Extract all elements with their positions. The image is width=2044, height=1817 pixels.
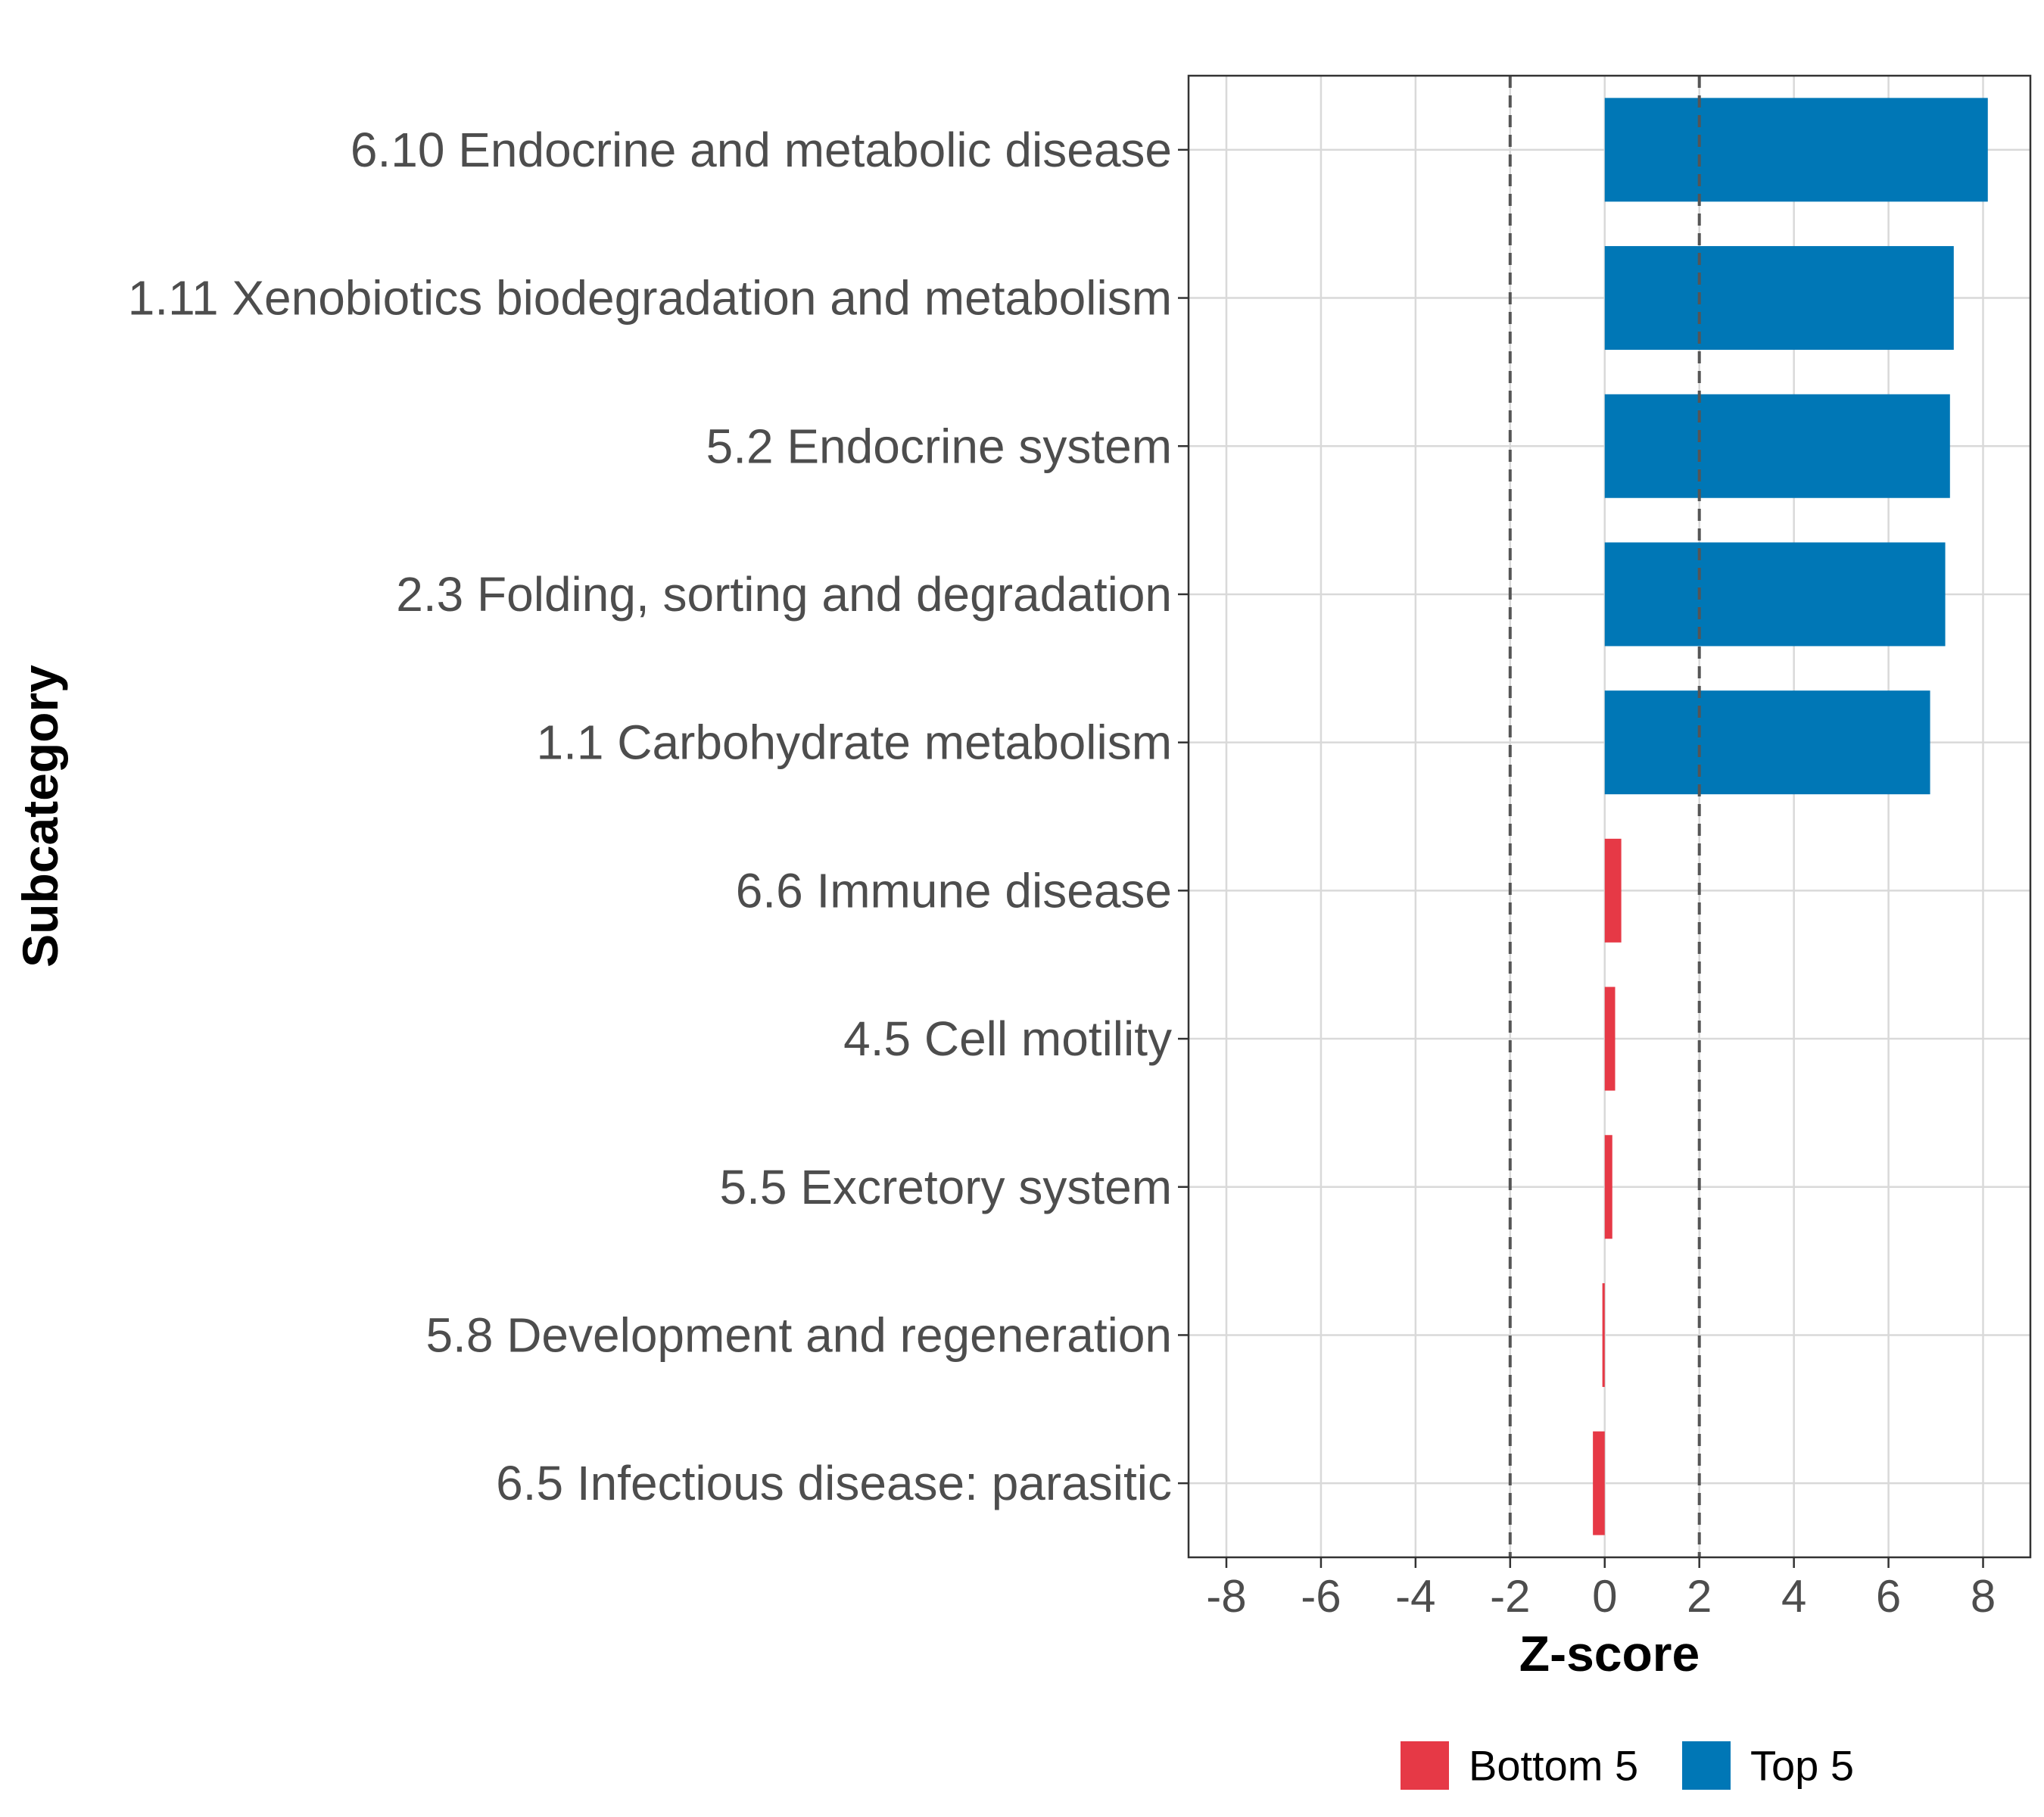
x-tick-label: 2	[1687, 1571, 1712, 1622]
category-label: 1.1 Carbohydrate metabolism	[536, 715, 1172, 770]
y-axis-title: Subcategory	[12, 665, 68, 968]
bars	[1593, 98, 1988, 1535]
x-tick-label: 0	[1592, 1571, 1617, 1622]
category-label: 5.2 Endocrine system	[706, 419, 1172, 473]
category-label: 1.11 Xenobiotics biodegradation and meta…	[128, 271, 1172, 326]
bar	[1604, 542, 1946, 647]
legend-label: Top 5	[1750, 1742, 1854, 1790]
bar	[1604, 246, 1954, 351]
bar	[1593, 1431, 1605, 1535]
category-label: 2.3 Folding, sorting and degradation	[396, 567, 1172, 622]
x-axis-title: Z-score	[1519, 1625, 1700, 1681]
legend-label: Bottom 5	[1469, 1742, 1638, 1790]
legend-swatch	[1682, 1741, 1731, 1790]
category-label: 6.5 Infectious disease: parasitic	[496, 1456, 1172, 1510]
x-axis: -8 -6 -4 -2 0 2 4 6 8	[1206, 1557, 1996, 1622]
legend: Bottom 5 Top 5	[1401, 1741, 1854, 1790]
x-tick-label: 6	[1876, 1571, 1901, 1622]
bar	[1604, 1135, 1612, 1239]
category-label: 4.5 Cell motility	[843, 1011, 1172, 1066]
bar	[1604, 838, 1622, 943]
bar	[1604, 690, 1930, 795]
category-label: 5.5 Excretory system	[720, 1160, 1173, 1214]
x-tick-label: -4	[1395, 1571, 1435, 1622]
bar	[1604, 986, 1616, 1091]
plot-border	[1187, 74, 2032, 1559]
category-label: 5.8 Development and regeneration	[425, 1307, 1172, 1362]
category-label: 6.6 Immune disease	[736, 863, 1172, 918]
x-tick-label: -6	[1301, 1571, 1341, 1622]
category-label: 6.10 Endocrine and metabolic disease	[351, 123, 1172, 177]
legend-swatch	[1401, 1741, 1449, 1790]
x-tick-label: 4	[1781, 1571, 1806, 1622]
y-axis: 6.10 Endocrine and metabolic disease 1.11…	[128, 123, 1189, 1510]
bar	[1604, 98, 1988, 202]
x-tick-label: 8	[1971, 1571, 1996, 1622]
reference-lines	[1508, 76, 1701, 1557]
x-tick-label: -2	[1490, 1571, 1530, 1622]
bar	[1604, 394, 1950, 498]
bar	[1602, 1282, 1605, 1387]
x-tick-label: -8	[1206, 1571, 1246, 1622]
